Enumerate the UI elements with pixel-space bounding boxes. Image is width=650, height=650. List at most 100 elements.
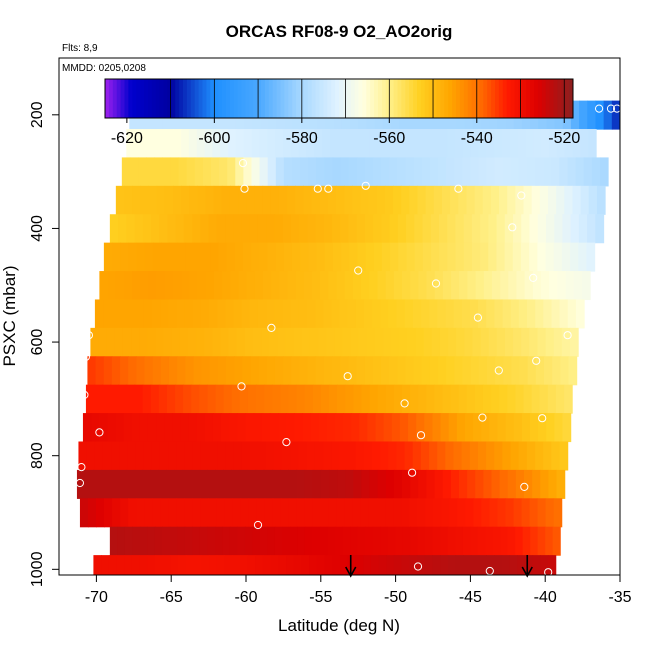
heat-cell — [370, 555, 380, 575]
heat-cell — [440, 555, 449, 575]
heat-cell — [478, 299, 487, 329]
heat-cell — [521, 413, 531, 443]
heat-cell — [423, 327, 433, 357]
heat-cell — [140, 185, 150, 215]
heat-cell — [564, 185, 574, 215]
heat-cell — [107, 413, 117, 443]
heat-cell — [447, 129, 456, 159]
colorbar-tick-label: -560 — [373, 130, 405, 147]
heat-cell — [324, 157, 334, 187]
heat-cell — [360, 498, 370, 528]
observation-point — [80, 390, 89, 399]
heat-cell — [267, 242, 277, 272]
heat-cell — [503, 356, 512, 386]
heat-cell — [243, 157, 253, 187]
heat-cell — [470, 526, 479, 556]
heat-cell — [237, 413, 247, 443]
x-tick-label: -40 — [534, 589, 557, 606]
heat-cell — [283, 356, 292, 386]
heat-cell — [306, 299, 316, 329]
heat-cell — [356, 356, 366, 386]
heat-cell — [356, 157, 366, 187]
heat-cell — [373, 214, 382, 244]
heat-cell — [303, 271, 313, 301]
heat-cell — [225, 441, 234, 471]
heat-cell — [353, 129, 362, 159]
heat-cell — [172, 413, 182, 443]
heat-cell — [547, 185, 557, 215]
heat-cell — [515, 526, 524, 556]
heat-cell — [458, 469, 468, 499]
heat-cell — [295, 271, 305, 301]
heat-cell — [345, 129, 354, 159]
heat-cell — [147, 327, 157, 357]
heat-cell — [187, 327, 197, 357]
colorbar-segment — [112, 79, 118, 118]
heat-cell — [529, 327, 539, 357]
heat-cell — [517, 129, 527, 159]
observation-point — [282, 438, 291, 447]
heat-cell — [309, 327, 319, 357]
heat-cell — [551, 299, 561, 329]
heat-cell — [543, 299, 553, 329]
heat-cell — [332, 157, 342, 187]
heat-cell — [144, 498, 153, 528]
heat-cell — [249, 214, 259, 244]
heat-cell — [553, 498, 563, 528]
heat-cell — [480, 214, 489, 244]
heat-cell — [320, 384, 330, 414]
heat-cell — [416, 413, 425, 443]
heat-cell — [463, 214, 473, 244]
heat-cell — [314, 129, 323, 159]
heat-cell — [368, 185, 378, 215]
heat-cell — [210, 242, 219, 272]
heat-cell — [470, 356, 480, 386]
heat-cell — [200, 214, 210, 244]
heat-cell — [245, 413, 255, 443]
colorbar-segment — [417, 79, 422, 118]
heat-cell — [529, 214, 539, 244]
heat-cell — [510, 157, 520, 187]
heat-cell — [331, 299, 341, 329]
heat-cell — [290, 441, 300, 471]
colorbar-segment — [378, 79, 383, 118]
colorbar-segment — [206, 79, 211, 118]
heat-cell — [477, 441, 487, 471]
heat-cell — [270, 555, 279, 575]
heat-cell — [377, 498, 386, 528]
colorbar-segment — [498, 79, 504, 118]
heat-cell — [385, 271, 395, 301]
heat-cell — [111, 356, 121, 386]
heat-cell — [357, 242, 367, 272]
heat-cell — [432, 526, 441, 556]
heat-cell — [133, 469, 143, 499]
heat-cell — [243, 129, 253, 159]
heat-cell — [413, 356, 423, 386]
heat-cell — [316, 242, 326, 272]
y-axis-label: PSXC (mbar) — [0, 265, 19, 366]
heat-cell — [541, 271, 550, 301]
heat-cell — [283, 242, 293, 272]
observation-point — [68, 470, 77, 479]
heat-cell — [334, 413, 344, 443]
heat-cell — [202, 242, 211, 272]
heat-cell — [369, 469, 379, 499]
heat-cell — [371, 441, 381, 471]
colorbar-segment — [557, 79, 562, 118]
heat-cell — [523, 185, 533, 215]
heat-cell — [502, 129, 511, 159]
heat-cell — [156, 185, 166, 215]
heat-cell — [184, 498, 193, 528]
heat-cell — [270, 185, 280, 215]
colorbar-segment — [413, 79, 418, 118]
heat-cell — [408, 413, 417, 443]
colorbar-segment — [335, 79, 340, 118]
heat-cell — [422, 214, 432, 244]
heat-cell — [214, 526, 224, 556]
heat-cell — [418, 469, 428, 499]
heat-cell — [554, 214, 564, 244]
observation-point — [563, 331, 572, 340]
heat-cell — [513, 498, 523, 528]
heat-cell — [376, 129, 386, 159]
heat-cell — [189, 271, 199, 301]
